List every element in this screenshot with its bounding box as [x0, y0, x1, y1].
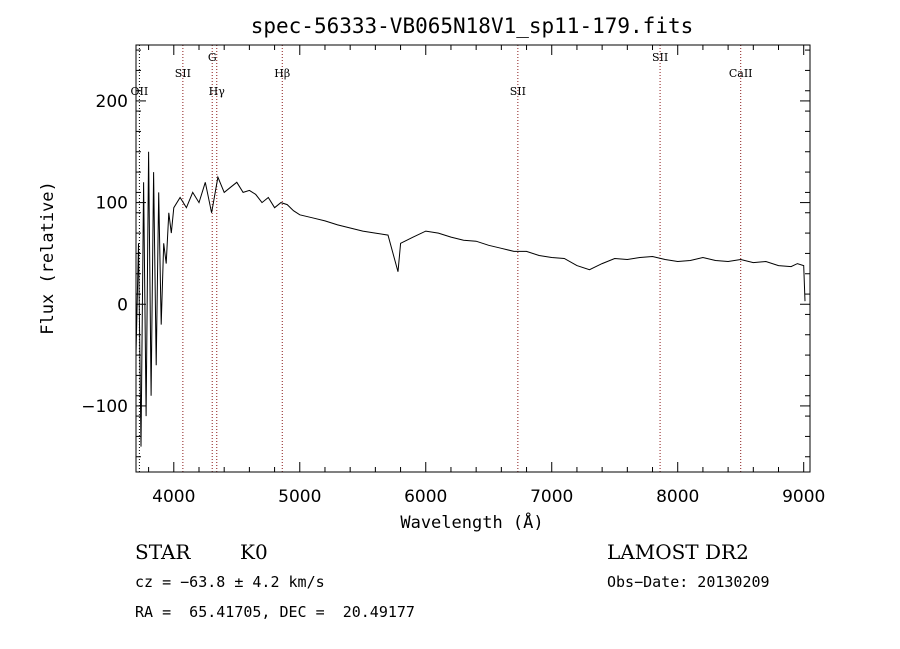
spectral-line-label-2: G: [208, 51, 217, 64]
x-tick-label: 5000: [278, 487, 321, 507]
x-tick-label: 8000: [656, 487, 699, 507]
y-tick-label: −100: [81, 397, 128, 417]
star-class: STAR: [135, 540, 191, 564]
y-tick-label: 100: [96, 194, 128, 214]
y-tick-label: 0: [117, 295, 128, 315]
spectral-line-label-1: SII: [175, 67, 191, 80]
chart-title: spec-56333-VB065N18V1_sp11-179.fits: [251, 14, 694, 38]
star-subclass: K0: [240, 540, 268, 564]
observation-date: Obs−Date: 20130209: [607, 573, 770, 591]
x-tick-label: 6000: [404, 487, 447, 507]
x-tick-label: 9000: [782, 487, 825, 507]
spectrum-chart: spec-56333-VB065N18V1_sp11-179.fits OII S…: [38, 14, 825, 533]
y-axis-label: Flux (relative): [38, 181, 58, 335]
y-axis-ticks: −100 0 100 200: [81, 49, 810, 458]
x-axis-label: Wavelength (Å): [400, 511, 543, 533]
spectral-line-markers: OII SII G Hγ Hβ SII SII CaII: [131, 45, 753, 472]
spectral-line-label-5: SII: [510, 85, 526, 98]
spectral-line-label-4: Hβ: [274, 67, 290, 80]
y-tick-label: 200: [96, 92, 128, 112]
spectral-line-label-0: OII: [131, 85, 149, 98]
spectral-line-label-7: CaII: [729, 67, 753, 80]
spectral-line-label-3: Hγ: [209, 85, 226, 98]
plot-frame: [135, 44, 811, 473]
ra-dec: RA = 65.41705, DEC = 20.49177: [135, 603, 415, 621]
x-axis-ticks: 4000 5000 6000 7000 8000 9000: [148, 45, 825, 507]
redshift-cz: cz = −63.8 ± 4.2 km/s: [135, 573, 325, 591]
x-tick-label: 4000: [152, 487, 195, 507]
spectral-line-label-6: SII: [652, 51, 668, 64]
flux-series-line: [135, 151, 806, 447]
survey-name: LAMOST DR2: [607, 540, 749, 564]
x-tick-label: 7000: [530, 487, 573, 507]
